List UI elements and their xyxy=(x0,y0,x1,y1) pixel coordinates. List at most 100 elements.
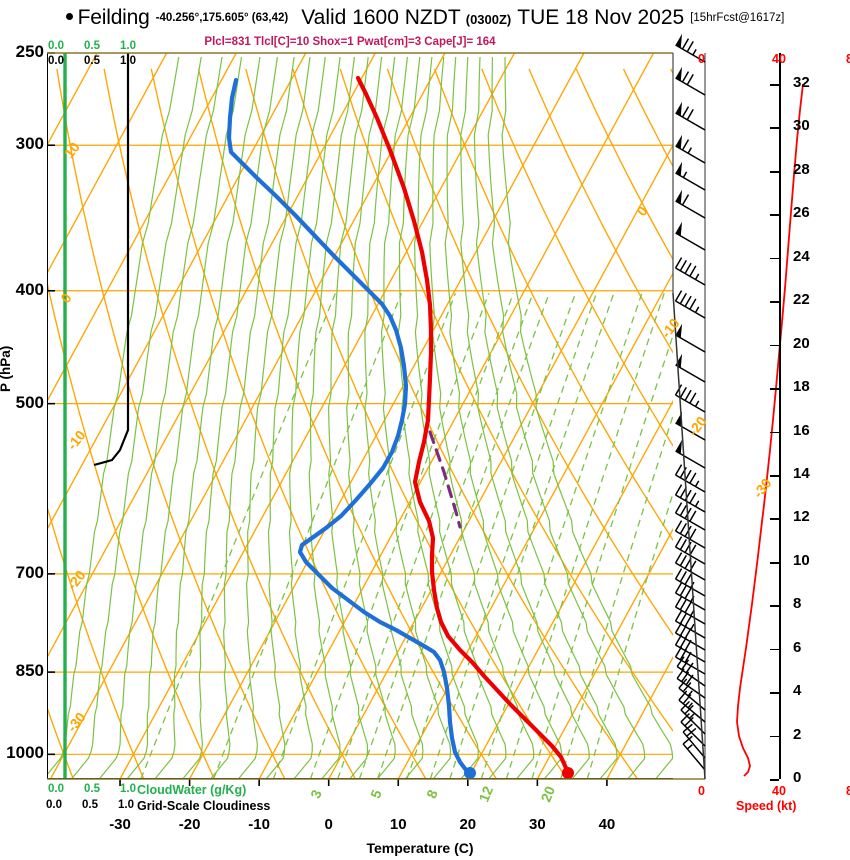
height-tick: 4 xyxy=(793,682,802,700)
height-tickmark xyxy=(770,84,779,86)
chart-header: Feilding -40.256°,175.605° (63,42) Valid… xyxy=(0,6,850,36)
plot-right-slant xyxy=(672,292,706,780)
speed-tick: 80 xyxy=(846,52,850,66)
cloudwater-legend-label: CloudWater (g/Kg) xyxy=(137,783,247,797)
station-marker-dot xyxy=(65,13,73,20)
temperature-tick: 10 xyxy=(389,816,407,833)
height-tick: 28 xyxy=(793,160,810,178)
height-axis-line xyxy=(779,53,781,779)
wind-barb xyxy=(674,384,706,413)
temperature-axis-label: Temperature (C) xyxy=(366,840,474,856)
height-tick: 14 xyxy=(793,464,810,482)
wind-barb xyxy=(675,439,706,469)
pressure-tick: 400 xyxy=(15,279,44,299)
cloudiness-legend-label: Grid-Scale Cloudiness xyxy=(137,799,271,813)
height-tickmark xyxy=(770,214,779,216)
height-tickmark xyxy=(770,127,779,130)
height-tickmark xyxy=(770,518,779,521)
wind-speed-profile xyxy=(736,83,804,777)
wind-barb xyxy=(674,646,706,675)
speed-tick: 0 xyxy=(698,784,705,798)
temperature-tick: -30 xyxy=(109,816,131,833)
cloudiness-profile xyxy=(93,53,130,467)
cloudwater-tick-top: 0.5 xyxy=(84,40,100,52)
pressure-tick: 300 xyxy=(15,134,44,154)
wind-barb xyxy=(676,656,706,687)
wind-barb xyxy=(675,33,706,63)
cloudwater-tick-top: 1.0 xyxy=(120,40,136,52)
height-tick: 26 xyxy=(793,204,810,222)
height-tick: 20 xyxy=(793,334,810,352)
cloudwater-tick-bottom: 0.5 xyxy=(84,783,100,795)
height-tick: 30 xyxy=(793,117,810,135)
wind-barb xyxy=(680,700,706,735)
pressure-tick: 1000 xyxy=(6,743,44,763)
height-tickmark xyxy=(770,735,779,738)
wind-barb xyxy=(680,712,706,747)
skewt-plot xyxy=(47,53,673,779)
height-tick: 24 xyxy=(793,247,810,265)
temperature-tick: -20 xyxy=(178,816,201,833)
height-tickmark xyxy=(770,257,779,260)
height-tickmark xyxy=(770,301,779,303)
height-tick: 32 xyxy=(793,74,810,91)
wind-barb xyxy=(675,221,706,251)
profile-temperature xyxy=(355,75,571,778)
pressure-tick: 850 xyxy=(15,661,44,681)
pressure-tick: 250 xyxy=(15,42,44,61)
station-coordinates: -40.256°,175.605° (63,42) xyxy=(155,12,289,24)
speed-tick: 40 xyxy=(772,784,786,798)
height-tick: 12 xyxy=(793,508,810,526)
cloudiness-tick-bottom: 1.0 xyxy=(118,799,134,811)
wind-barb xyxy=(675,101,706,131)
surface-temperature-marker xyxy=(562,767,574,779)
valid-time-utc: (0300Z) xyxy=(465,12,512,27)
height-tick: 16 xyxy=(793,421,810,439)
temperature-tick: 0 xyxy=(324,816,333,833)
wind-barb xyxy=(675,161,706,191)
cloudiness-tick-bottom: 0.0 xyxy=(46,799,62,811)
skewt-grid xyxy=(47,53,673,779)
wind-barb xyxy=(674,257,706,286)
height-tick: 6 xyxy=(793,638,802,656)
skewt-profiles xyxy=(63,53,574,779)
speed-tick: 40 xyxy=(772,52,786,66)
station-name: Feilding xyxy=(77,6,150,29)
wind-barb xyxy=(674,502,706,531)
valid-date: TUE 18 Nov 2025 xyxy=(517,6,685,29)
height-tickmark xyxy=(770,648,779,651)
height-axis: Height (1000 Feet) 024681012141618202224… xyxy=(770,0,850,860)
cloudiness-tick-top: 1.0 xyxy=(120,55,136,67)
temperature-tick: 40 xyxy=(598,816,616,833)
height-tick: 2 xyxy=(793,725,802,743)
speed-tick: 0 xyxy=(698,52,705,66)
wind-barb xyxy=(674,582,706,611)
height-tickmark xyxy=(770,605,779,607)
forecast-tag: [15hrFcst@1617z] xyxy=(690,12,785,24)
height-tickmark xyxy=(770,344,779,347)
profile-dewpoint xyxy=(226,77,473,778)
surface-dewpoint-marker xyxy=(464,767,476,779)
temperature-tick: 30 xyxy=(529,816,546,833)
height-tickmark xyxy=(770,474,779,477)
valid-time: Valid 1600 NZDT xyxy=(301,6,461,29)
cloudwater-tick-top: 0.0 xyxy=(48,40,64,52)
stability-indices: Plcl=831 Tlcl[C]=10 Shox=1 Pwat[cm]=3 Ca… xyxy=(204,36,496,48)
pressure-tick: 500 xyxy=(15,392,44,412)
wind-barb xyxy=(675,66,706,96)
speed-tick: 80 xyxy=(846,784,850,798)
cloudiness-tick-bottom: 0.5 xyxy=(82,799,98,811)
speed-axis-label: Speed (kt) xyxy=(736,799,797,813)
temperature-tick: 20 xyxy=(459,816,477,833)
wind-barb xyxy=(682,723,706,759)
height-tick: 10 xyxy=(793,551,810,569)
height-tick: 8 xyxy=(793,595,802,613)
pressure-tick: 700 xyxy=(15,562,44,582)
cloudiness-tick-top: 0.5 xyxy=(84,55,100,67)
height-tickmark xyxy=(770,561,779,564)
height-tick: 0 xyxy=(793,769,802,786)
height-tickmark xyxy=(770,388,779,390)
